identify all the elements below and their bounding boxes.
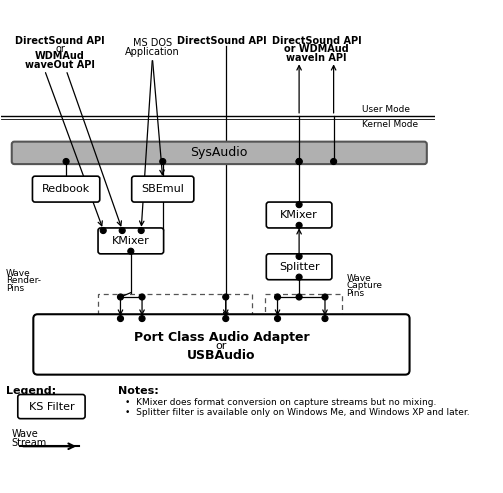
FancyBboxPatch shape: [266, 254, 332, 280]
Text: Capture: Capture: [347, 282, 383, 290]
FancyBboxPatch shape: [98, 228, 163, 254]
Text: Application: Application: [125, 47, 180, 57]
Text: SysAudio: SysAudio: [191, 146, 248, 159]
Text: or: or: [55, 44, 65, 54]
Circle shape: [63, 158, 69, 165]
Text: •  Splitter filter is available only on Windows Me, and Windows XP and later.: • Splitter filter is available only on W…: [125, 408, 469, 417]
Circle shape: [138, 227, 144, 234]
Bar: [265, 294, 342, 320]
Text: Pins: Pins: [347, 289, 365, 298]
Text: Redbook: Redbook: [42, 184, 90, 194]
Circle shape: [296, 294, 302, 300]
Text: or WDMAud: or WDMAud: [284, 44, 349, 54]
Text: Wave: Wave: [6, 269, 31, 278]
Text: DirectSound API: DirectSound API: [272, 35, 361, 45]
Circle shape: [296, 253, 302, 259]
Circle shape: [223, 316, 229, 321]
FancyBboxPatch shape: [132, 176, 194, 202]
Circle shape: [322, 316, 328, 321]
Circle shape: [275, 294, 281, 300]
Circle shape: [296, 158, 302, 165]
Circle shape: [296, 274, 302, 280]
Text: Render-: Render-: [6, 276, 41, 285]
Text: waveIn API: waveIn API: [286, 53, 347, 63]
FancyBboxPatch shape: [33, 314, 409, 375]
Text: SBEmul: SBEmul: [141, 184, 184, 194]
Circle shape: [118, 294, 124, 300]
Text: USBAudio: USBAudio: [187, 349, 256, 362]
Text: MS DOS: MS DOS: [133, 38, 172, 48]
Circle shape: [160, 158, 166, 165]
Text: KMixer: KMixer: [112, 236, 150, 246]
Circle shape: [330, 158, 337, 165]
Circle shape: [139, 294, 145, 300]
Text: Kernel Mode: Kernel Mode: [362, 120, 418, 129]
Circle shape: [119, 227, 125, 234]
Circle shape: [100, 227, 106, 234]
Text: DirectSound API: DirectSound API: [15, 35, 105, 45]
Circle shape: [296, 158, 302, 165]
Circle shape: [275, 316, 281, 321]
Circle shape: [118, 316, 124, 321]
Circle shape: [223, 294, 229, 300]
Text: waveOut API: waveOut API: [25, 60, 95, 70]
Bar: [98, 294, 252, 320]
FancyBboxPatch shape: [266, 202, 332, 228]
Circle shape: [128, 248, 134, 254]
Text: •  KMixer does format conversion on capture streams but no mixing.: • KMixer does format conversion on captu…: [125, 398, 436, 407]
FancyBboxPatch shape: [12, 141, 427, 164]
Text: Wave: Wave: [12, 429, 39, 439]
Text: or: or: [216, 341, 227, 351]
Text: KMixer: KMixer: [280, 210, 318, 220]
Text: Port Class Audio Adapter: Port Class Audio Adapter: [134, 331, 309, 344]
Text: User Mode: User Mode: [362, 105, 410, 114]
FancyBboxPatch shape: [18, 394, 85, 419]
Circle shape: [296, 222, 302, 228]
Text: Pins: Pins: [6, 284, 24, 293]
Circle shape: [322, 294, 328, 300]
Text: Notes:: Notes:: [118, 386, 158, 396]
Text: Stream: Stream: [12, 438, 47, 448]
FancyBboxPatch shape: [33, 176, 100, 202]
Text: Splitter: Splitter: [279, 262, 319, 272]
Text: WDMAud: WDMAud: [35, 51, 85, 61]
Text: KS Filter: KS Filter: [29, 402, 74, 412]
Circle shape: [139, 316, 145, 321]
Text: Wave: Wave: [347, 274, 371, 282]
Text: DirectSound API: DirectSound API: [177, 35, 266, 45]
Text: Legend:: Legend:: [6, 386, 56, 396]
Circle shape: [296, 202, 302, 208]
